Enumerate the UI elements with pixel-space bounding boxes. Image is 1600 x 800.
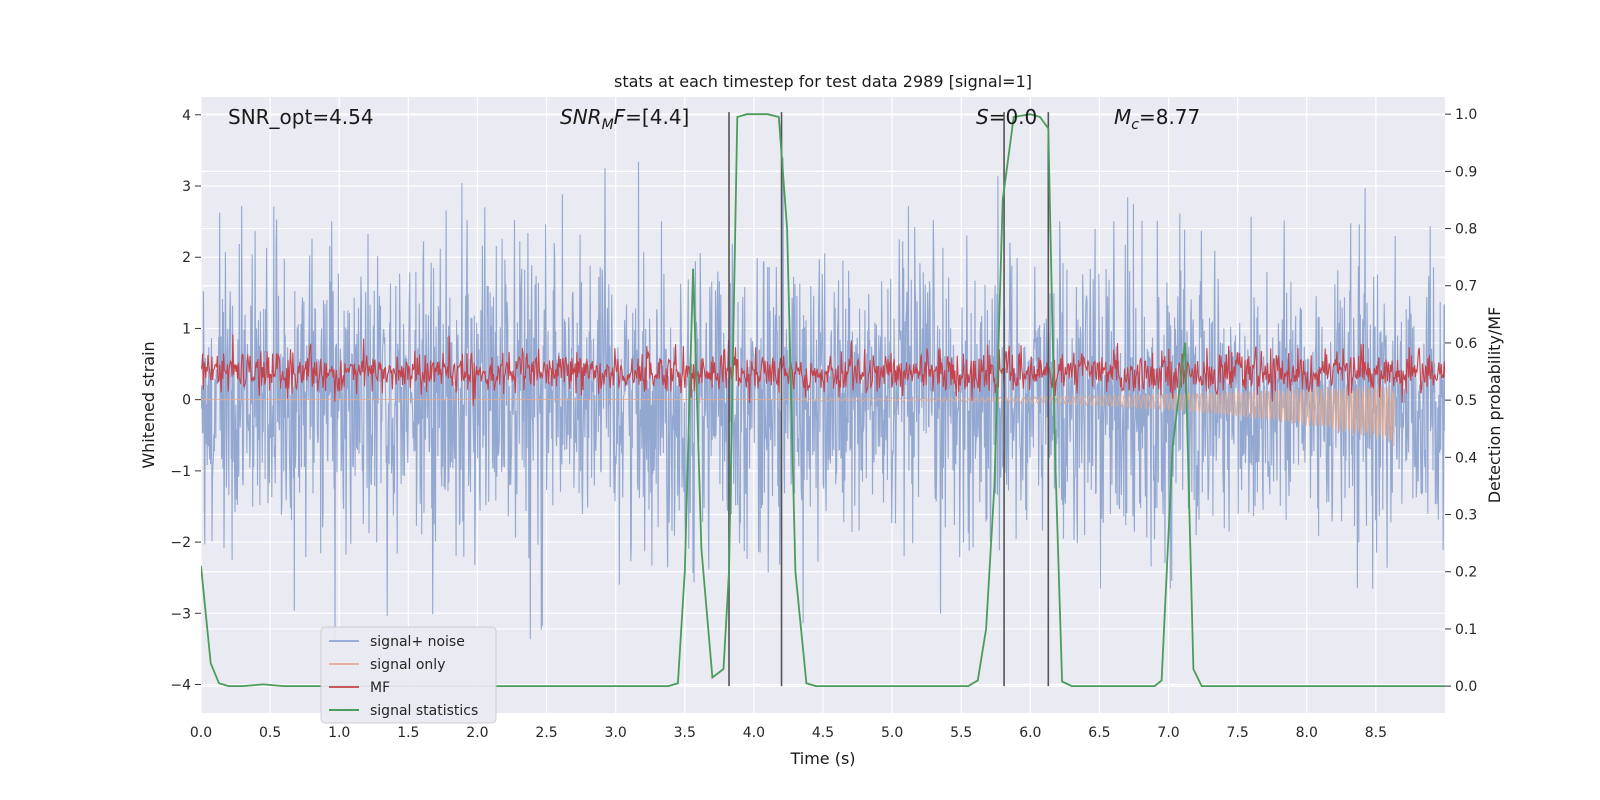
y-tick-label-left: 4 [182, 108, 191, 124]
y-tick-label-left: −3 [170, 606, 191, 622]
x-tick-label: 2.5 [535, 725, 557, 741]
x-tick-label: 1.5 [397, 725, 419, 741]
y-tick-label-right: 0.8 [1455, 222, 1477, 238]
x-tick-label: 4.0 [743, 725, 765, 741]
y-tick-label-left: 3 [182, 179, 191, 195]
series-line-signal-only [201, 385, 1395, 446]
series-line-mf [201, 334, 1445, 406]
y-tick-label-left: −2 [170, 535, 191, 551]
x-axis-label: Time (s) [789, 749, 855, 768]
x-tick-label: 6.5 [1088, 725, 1110, 741]
y-tick-label-left: 1 [182, 321, 191, 337]
y-tick-label-left: −1 [170, 464, 191, 480]
annotation-snr-opt: SNR_opt=4.54 [228, 105, 374, 129]
x-tick-label: 3.0 [605, 725, 627, 741]
legend-label: signal only [370, 657, 445, 673]
chart-title: stats at each timestep for test data 298… [614, 72, 1032, 91]
y-tick-label-right: 0.2 [1455, 565, 1477, 581]
x-tick-label: 6.0 [1019, 725, 1041, 741]
x-tick-label: 1.0 [328, 725, 350, 741]
x-tick-label: 5.5 [950, 725, 972, 741]
x-tick-label: 0.5 [259, 725, 281, 741]
x-tick-label: 0.0 [190, 725, 212, 741]
x-tick-label: 7.5 [1227, 725, 1249, 741]
x-tick-label: 2.0 [466, 725, 488, 741]
legend: signal+ noise signal only MF signal statist… [320, 626, 497, 724]
x-tick-label: 3.5 [674, 725, 696, 741]
annotation-snr-mf: SNRMF=[4.4] [560, 105, 689, 133]
x-tick-label: 5.0 [881, 725, 903, 741]
x-tick-label: 8.5 [1365, 725, 1387, 741]
legend-label: signal+ noise [370, 634, 465, 650]
axis-ticks: 0.0 0.5 1.0 1.5 2.0 2.5 3.0 3.5 4.0 4.5 5.0 5.5 6.0 6… [170, 107, 1477, 741]
y-tick-label-right: 0.1 [1455, 622, 1477, 638]
y-axis-label-right: Detection probability/MF [1485, 307, 1504, 504]
y-tick-label-right: 0.9 [1455, 164, 1477, 180]
y-tick-label-right: 0.6 [1455, 336, 1477, 352]
legend-label: signal statistics [370, 703, 478, 719]
y-tick-label-right: 0.0 [1455, 679, 1477, 695]
legend-label: MF [370, 680, 390, 696]
y-tick-label-right: 0.7 [1455, 279, 1477, 295]
y-axis-label-left: Whitened strain [139, 341, 158, 468]
y-tick-label-left: 2 [182, 250, 191, 266]
y-tick-label-right: 1.0 [1455, 107, 1477, 123]
x-tick-label: 4.5 [812, 725, 834, 741]
y-tick-label-left: 0 [182, 393, 191, 409]
legend-box [320, 626, 497, 724]
annotation-s: S=0.0 [976, 105, 1037, 129]
y-tick-label-left: −4 [170, 678, 191, 694]
annotation-mc: Mc=8.77 [1114, 105, 1200, 133]
y-tick-label-right: 0.5 [1455, 393, 1477, 409]
y-tick-label-right: 0.4 [1455, 450, 1477, 466]
x-tick-label: 8.0 [1296, 725, 1318, 741]
vertical-markers [728, 112, 1050, 687]
y-tick-label-right: 0.3 [1455, 508, 1477, 524]
x-tick-label: 7.0 [1157, 725, 1179, 741]
